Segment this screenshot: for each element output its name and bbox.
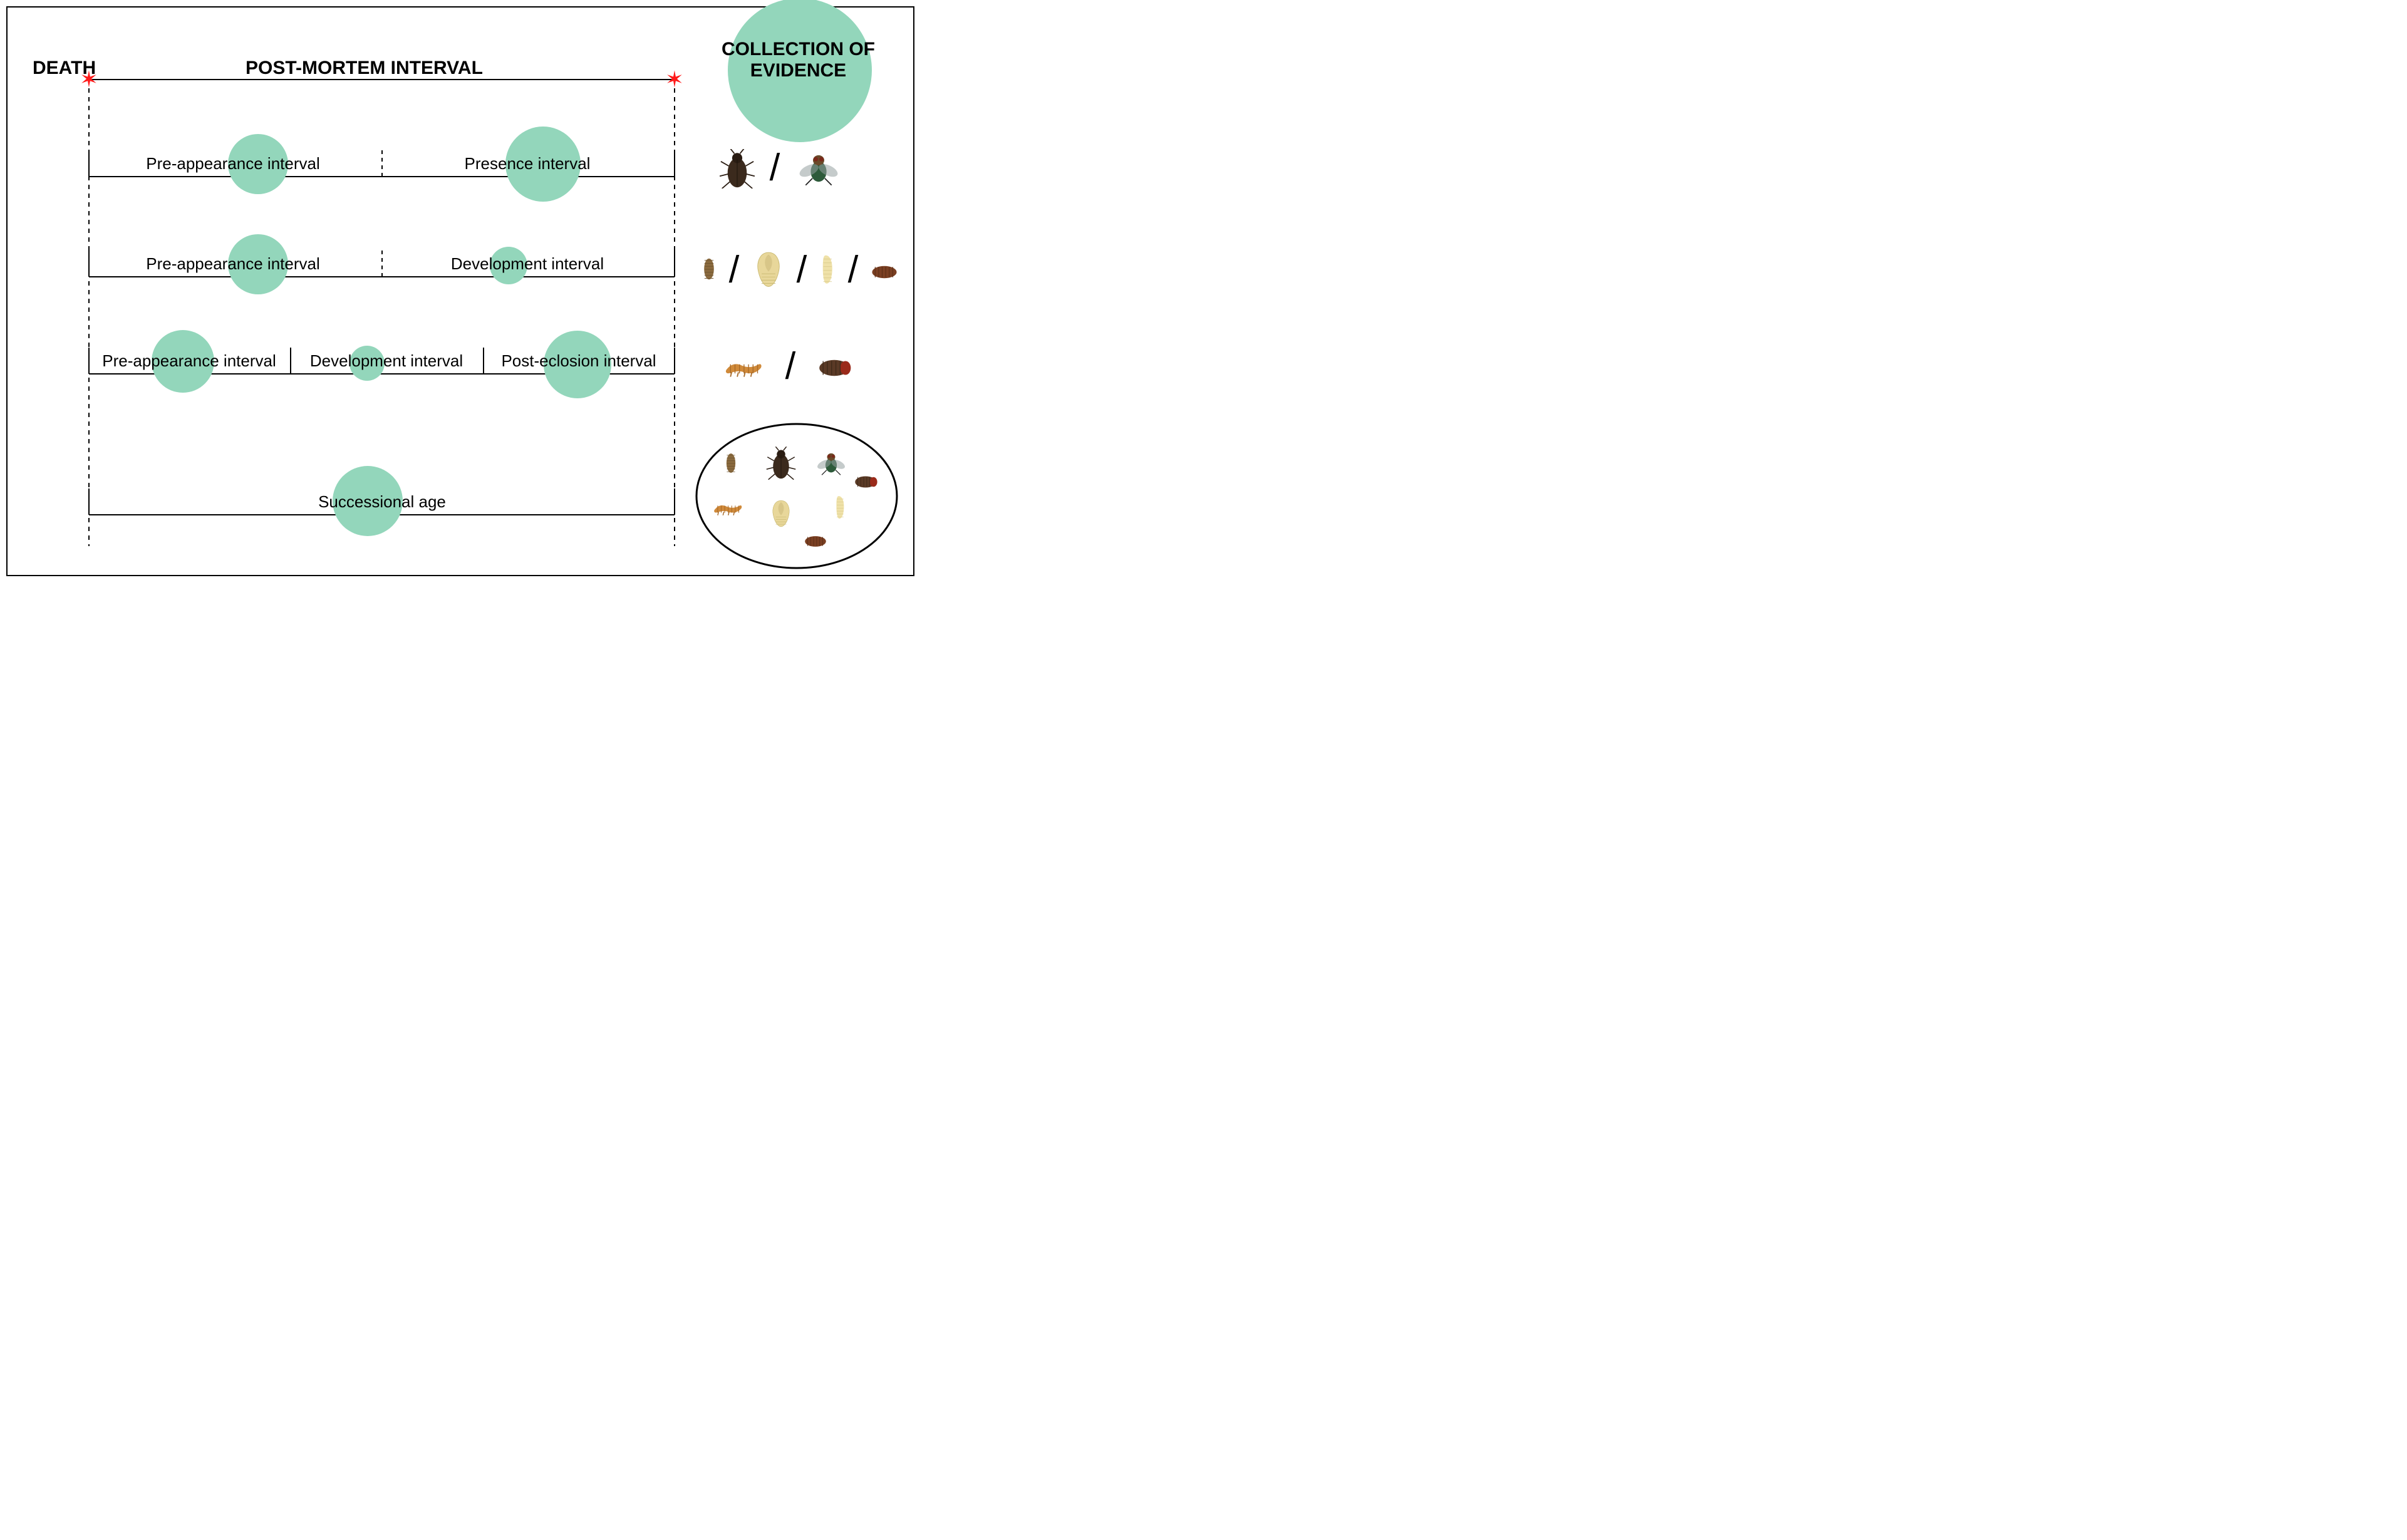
larva-brown-icon [719, 451, 743, 478]
larva-orange-icon [713, 492, 743, 525]
fly-icon [799, 149, 839, 192]
maggot-icon [827, 494, 854, 524]
segment-label: Development interval [310, 351, 463, 371]
puparium-red-icon [852, 469, 879, 499]
puparium-red-icon [815, 349, 853, 390]
larva-orange-icon [724, 346, 764, 389]
diagram-frame: DEATH POST-MORTEM INTERVAL COLLECTION OF… [6, 6, 914, 576]
fly-icon [817, 449, 846, 481]
star-marker: ✶ [80, 68, 98, 91]
segment-label: Development interval [451, 254, 604, 274]
slash-divider: / [848, 248, 859, 291]
lines-layer [8, 8, 916, 577]
slash-divider: / [729, 248, 740, 291]
segment-label: Successional age [318, 492, 446, 512]
larva-brown-icon [696, 256, 722, 286]
pupa-pale-icon [750, 251, 787, 291]
pupa-pale-icon [767, 499, 795, 531]
slash-divider: / [785, 344, 796, 388]
segment-label: Post-eclosion interval [501, 351, 656, 371]
puparium-icon [802, 529, 829, 558]
segment-label: Pre-appearance interval [146, 154, 320, 173]
maggot-icon [812, 252, 845, 289]
beetle-icon [765, 447, 798, 483]
beetle-icon [718, 149, 757, 192]
slash-divider: / [797, 248, 807, 291]
segment-label: Pre-appearance interval [146, 254, 320, 274]
segment-label: Presence interval [465, 154, 591, 173]
star-marker: ✶ [665, 68, 684, 91]
slash-divider: / [770, 146, 780, 189]
puparium-icon [869, 257, 900, 291]
segment-label: Pre-appearance interval [102, 351, 276, 371]
